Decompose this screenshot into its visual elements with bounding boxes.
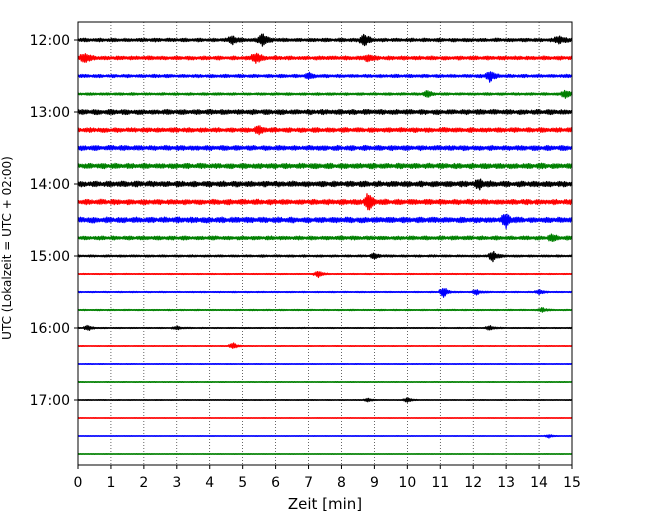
seismic-trace	[77, 193, 573, 211]
x-tick-label: 6	[271, 475, 280, 491]
x-tick-label: 9	[370, 475, 379, 491]
seismic-trace	[77, 71, 573, 83]
x-tick-label: 0	[74, 475, 83, 491]
x-axis-label: Zeit [min]	[288, 495, 362, 513]
seismic-trace	[77, 33, 573, 47]
x-tick-label: 15	[563, 475, 581, 491]
seismic-trace	[77, 125, 573, 136]
y-tick-label: 14:00	[30, 177, 70, 193]
seismic-traces	[77, 33, 573, 455]
plot-frame	[77, 21, 573, 466]
y-tick-label: 17:00	[30, 393, 70, 409]
x-tick-label: 10	[398, 475, 416, 491]
y-tick-label: 15:00	[30, 249, 70, 265]
seismic-trace	[77, 52, 573, 64]
x-tick-label: 5	[238, 475, 247, 491]
seismic-trace	[77, 178, 573, 191]
plot-background	[78, 22, 572, 465]
y-axis-label: UTC (Lokalzeit = UTC + 02:00)	[0, 156, 14, 340]
y-axis-ticks: 12:00 13:00 14:00 15:00 16:00 17:00	[30, 33, 78, 409]
seismic-trace	[77, 108, 573, 116]
seismic-trace	[77, 213, 573, 229]
seismic-trace	[77, 233, 573, 243]
x-tick-label: 12	[464, 475, 482, 491]
seismic-trace	[77, 162, 573, 170]
seismic-trace	[77, 144, 573, 152]
x-tick-label: 14	[530, 475, 548, 491]
y-tick-label: 13:00	[30, 105, 70, 121]
x-tick-label: 4	[205, 475, 214, 491]
x-tick-label: 13	[497, 475, 515, 491]
x-tick-label: 7	[304, 475, 313, 491]
grid-lines	[110, 22, 540, 465]
x-tick-label: 8	[337, 475, 346, 491]
x-axis-ticks: 0 1 2 3 4 5 6 7 8 9 10 11 12 13 14 15	[74, 465, 581, 491]
x-tick-label: 11	[431, 475, 449, 491]
y-tick-label: 12:00	[30, 33, 70, 49]
x-tick-label: 2	[139, 475, 148, 491]
x-tick-label: 1	[106, 475, 115, 491]
x-tick-label: 3	[172, 475, 181, 491]
y-tick-label: 16:00	[30, 321, 70, 337]
